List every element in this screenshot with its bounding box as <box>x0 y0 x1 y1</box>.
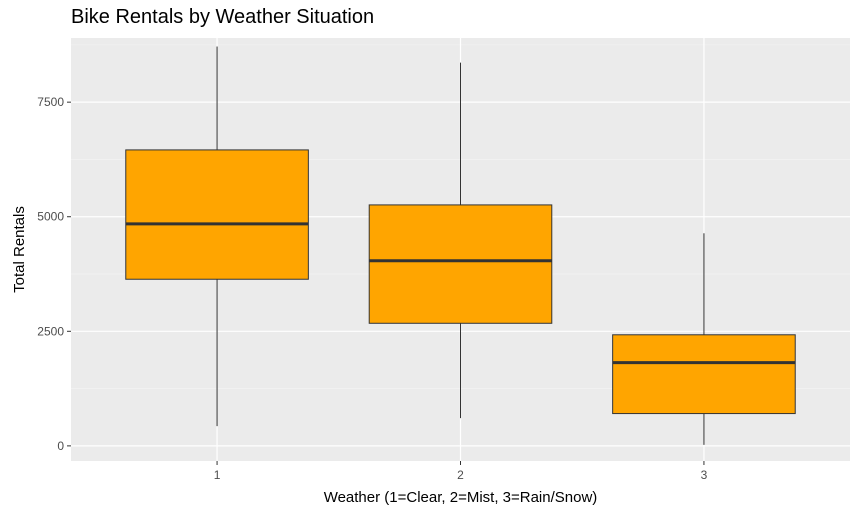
y-tick-label: 0 <box>57 439 64 453</box>
y-tick-label: 2500 <box>37 324 64 338</box>
box-body <box>125 149 309 280</box>
x-axis-title: Weather (1=Clear, 2=Mist, 3=Rain/Snow) <box>324 489 598 506</box>
x-tick-label: 1 <box>214 468 221 482</box>
y-tick-label: 5000 <box>37 210 64 224</box>
box-2 <box>368 62 553 419</box>
y-tick-label: 7500 <box>37 95 64 109</box>
y-axis-title: Total Rentals <box>11 206 28 293</box>
box-3 <box>612 233 796 445</box>
x-tick-label: 3 <box>701 468 708 482</box>
x-axis: 1 2 3 <box>214 461 708 482</box>
chart-title: Bike Rentals by Weather Situation <box>71 6 375 28</box>
box-body <box>612 334 796 415</box>
y-axis: 0 2500 5000 7500 <box>37 95 71 453</box>
x-tick-label: 2 <box>457 468 464 482</box>
boxes-layer <box>125 46 796 445</box>
box-body <box>368 204 553 324</box>
box-1 <box>125 46 309 427</box>
